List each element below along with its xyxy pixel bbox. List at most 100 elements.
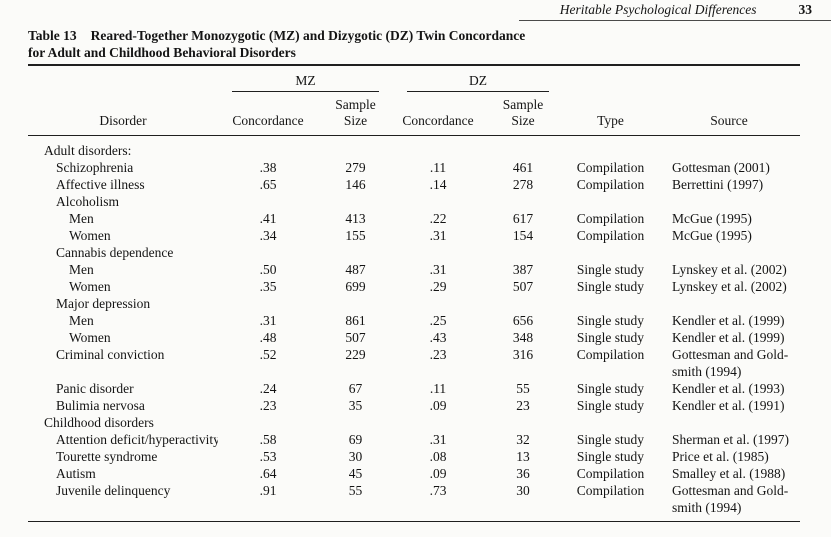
dz-concordance-cell: .09 <box>429 398 447 413</box>
source-cell: Smalley et al. (1988) <box>672 466 786 481</box>
column-header-disorder: Disorder <box>28 92 218 136</box>
mz-concordance-cell: .65 <box>259 177 277 192</box>
mz-concordance-cell: .48 <box>259 330 277 345</box>
type-cell: Single study <box>576 381 645 396</box>
dz-sample-size-cell: 13 <box>516 449 530 464</box>
type-cell: Compilation <box>576 466 645 481</box>
dz-sample-size-cell: 316 <box>512 347 534 362</box>
dz-sample-size-cell: 23 <box>516 398 530 413</box>
mz-concordance-cell: .38 <box>259 160 277 175</box>
dz-concordance-cell: .73 <box>429 483 447 498</box>
table-row: Women .34 155 .31 154 Compilation McGue (1995) <box>28 227 800 244</box>
dz-concordance-cell: .14 <box>429 177 447 192</box>
subsection-label: Cannabis dependence <box>56 245 174 260</box>
running-head-title: Heritable Psychological Differences <box>559 2 757 17</box>
table-row: Schizophrenia .38 279 .11 461 Compilation Gott… <box>28 159 800 176</box>
dz-concordance-cell: .31 <box>429 228 447 243</box>
type-cell: Compilation <box>576 347 645 362</box>
dz-concordance-cell: .31 <box>429 432 447 447</box>
spanner-empty-cell <box>563 65 658 92</box>
disorder-cell: Autism <box>56 466 96 481</box>
dz-concordance-cell: .31 <box>429 262 447 277</box>
dz-sample-size-cell: 387 <box>512 262 534 277</box>
table-row: Men .50 487 .31 387 Single study Lynskey et al… <box>28 261 800 278</box>
section-row: Adult disorders: <box>28 136 800 160</box>
type-cell: Single study <box>576 398 645 413</box>
source-cell: Berrettini (1997) <box>672 177 764 192</box>
type-cell: Single study <box>576 330 645 345</box>
mz-sample-size-cell: 861 <box>345 313 366 328</box>
mz-concordance-cell: .31 <box>259 313 277 328</box>
table-row: Attention deficit/hyperactivity .58 69 .31 3… <box>28 431 800 448</box>
dz-concordance-cell: .22 <box>429 211 447 226</box>
column-header-mz-concordance: Concordance <box>218 92 318 136</box>
table-row: Bulimia nervosa .23 35 .09 23 Single study Ken… <box>28 397 800 414</box>
disorder-cell: Tourette syndrome <box>56 449 158 464</box>
mz-sample-size-cell: 229 <box>345 347 366 362</box>
mz-concordance-cell: .91 <box>259 483 277 498</box>
source-cell: Gottesman and Gold- smith (1994) <box>672 347 789 379</box>
dz-concordance-cell: .09 <box>429 466 447 481</box>
dz-sample-size-cell: 154 <box>512 228 534 243</box>
mz-sample-size-cell: 67 <box>348 381 363 396</box>
subsection-label: Alcoholism <box>56 194 119 209</box>
mz-concordance-cell: .34 <box>259 228 277 243</box>
source-cell: McGue (1995) <box>672 211 752 226</box>
mz-concordance-cell: .64 <box>259 466 277 481</box>
table-caption-title-line2: for Adult and Childhood Behavioral Disor… <box>28 45 296 60</box>
dz-sample-size-cell: 348 <box>512 330 534 345</box>
type-cell: Single study <box>576 262 645 277</box>
dz-sample-size-cell: 617 <box>512 211 534 226</box>
table-row: Tourette syndrome .53 30 .08 13 Single study P… <box>28 448 800 465</box>
dz-sample-size-cell: 36 <box>516 466 530 481</box>
table-row: Women .35 699 .29 507 Single study Lynskey et … <box>28 278 800 295</box>
mz-sample-size-cell: 413 <box>345 211 366 226</box>
dz-sample-size-cell: 656 <box>512 313 534 328</box>
source-cell: Gottesman (2001) <box>672 160 770 175</box>
table-body: Adult disorders: Schizophrenia .38 279 .11 46… <box>28 136 800 522</box>
table-row: Men .41 413 .22 617 Compilation McGue (1995) <box>28 210 800 227</box>
mz-sample-size-cell: 55 <box>348 483 363 498</box>
section-label: Adult disorders: <box>44 143 132 158</box>
dz-concordance-cell: .11 <box>429 160 447 175</box>
disorder-cell: Bulimia nervosa <box>56 398 145 413</box>
twin-concordance-table: MZ DZ Disorder Concordance Sample Size C… <box>28 64 800 522</box>
disorder-cell: Women <box>69 279 111 294</box>
disorder-cell: Juvenile delinquency <box>56 483 171 498</box>
page-number: 33 <box>798 2 813 17</box>
disorder-cell: Men <box>69 211 94 226</box>
type-cell: Compilation <box>576 177 645 192</box>
mz-sample-size-cell: 279 <box>345 160 366 175</box>
mz-spanner-label: MZ <box>232 73 379 92</box>
dz-concordance-cell: .11 <box>429 381 447 396</box>
dz-sample-size-cell: 55 <box>516 381 530 396</box>
mz-concordance-cell: .58 <box>259 432 277 447</box>
mz-sample-size-cell: 30 <box>348 449 363 464</box>
type-cell: Single study <box>576 449 645 464</box>
disorder-cell: Panic disorder <box>56 381 134 396</box>
running-head-rule <box>519 20 831 21</box>
source-cell: Kendler et al. (1999) <box>672 330 785 345</box>
column-header-mz-sample-size: Sample Size <box>318 92 393 136</box>
type-cell: Single study <box>576 432 645 447</box>
spanner-empty-cell <box>658 65 800 92</box>
dz-sample-size-cell: 278 <box>512 177 534 192</box>
source-cell: Lynskey et al. (2002) <box>672 279 787 294</box>
table-row: Affective illness .65 146 .14 278 Compilation… <box>28 176 800 193</box>
mz-sample-size-cell: 155 <box>345 228 366 243</box>
mz-concordance-cell: .41 <box>259 211 277 226</box>
table-row: Juvenile delinquency .91 55 .73 30 Compilatio… <box>28 482 800 522</box>
table-caption-label: Table 13 <box>28 28 77 43</box>
mz-concordance-cell: .35 <box>259 279 277 294</box>
table-row: Autism .64 45 .09 36 Compilation Smalley et al… <box>28 465 800 482</box>
source-cell: Lynskey et al. (2002) <box>672 262 787 277</box>
dz-spanner: DZ <box>393 65 563 92</box>
disorder-cell: Criminal conviction <box>56 347 165 362</box>
source-cell: Sherman et al. (1997) <box>672 432 789 447</box>
table-caption-title-line1: Reared-Together Monozygotic (MZ) and Diz… <box>90 28 526 43</box>
section-label: Childhood disorders <box>44 415 154 430</box>
table-row: Women .48 507 .43 348 Single study Kendler et … <box>28 329 800 346</box>
disorder-cell: Affective illness <box>56 177 145 192</box>
dz-concordance-cell: .43 <box>429 330 447 345</box>
